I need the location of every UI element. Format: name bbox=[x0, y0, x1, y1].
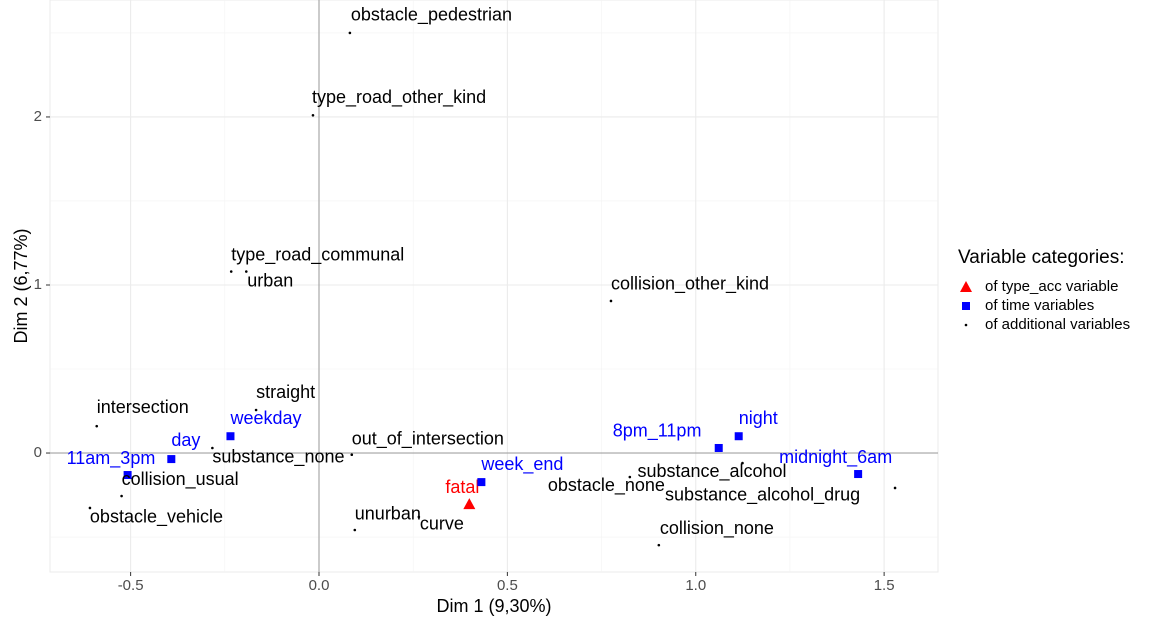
legend-item: of additional variables bbox=[964, 316, 1130, 333]
point bbox=[477, 478, 486, 487]
point-label: obstacle_none bbox=[548, 475, 665, 496]
point bbox=[353, 528, 357, 532]
x-tick-label: -0.5 bbox=[118, 577, 144, 594]
point-label: day bbox=[171, 430, 200, 450]
point-label: intersection bbox=[97, 397, 189, 417]
x-tick-label: 1.5 bbox=[874, 577, 895, 594]
point-label: collision_other_kind bbox=[611, 274, 769, 295]
point-label: substance_alcohol_drug bbox=[665, 485, 860, 506]
point-label: unurban bbox=[355, 504, 421, 524]
point-label: weekday bbox=[229, 408, 301, 428]
point bbox=[88, 506, 92, 510]
point-label: collision_usual bbox=[122, 469, 239, 490]
point bbox=[95, 424, 99, 428]
point-label: curve bbox=[420, 514, 464, 534]
point bbox=[123, 471, 132, 480]
point-label: fatal bbox=[445, 477, 479, 497]
point bbox=[960, 281, 972, 292]
point-label: substance_alcohol bbox=[637, 461, 786, 482]
point-label: obstacle_pedestrian bbox=[351, 5, 512, 26]
point-label: midnight_6am bbox=[779, 447, 892, 468]
point bbox=[609, 299, 613, 303]
y-axis-label: Dim 2 (6,77%) bbox=[11, 228, 31, 343]
legend-item: of type_acc variable bbox=[960, 278, 1118, 295]
point bbox=[463, 498, 476, 510]
point bbox=[254, 408, 258, 412]
point bbox=[244, 270, 248, 273]
point bbox=[348, 31, 352, 35]
point bbox=[964, 323, 968, 327]
legend-label: of type_acc variable bbox=[985, 278, 1118, 295]
point bbox=[120, 494, 123, 498]
legend-label: of additional variables bbox=[985, 316, 1130, 333]
point-label: week_end bbox=[480, 454, 563, 475]
point bbox=[734, 432, 743, 441]
point bbox=[714, 443, 723, 452]
x-axis-label: Dim 1 (9,30%) bbox=[436, 596, 551, 616]
point bbox=[226, 432, 235, 441]
x-tick-label: 0.0 bbox=[309, 577, 330, 594]
point-label: type_road_other_kind bbox=[312, 87, 486, 108]
point bbox=[893, 486, 897, 490]
point-label: night bbox=[739, 408, 778, 428]
x-tick-label: 0.5 bbox=[497, 577, 518, 594]
legend-label: of time variables bbox=[985, 297, 1094, 314]
y-tick-label: 2 bbox=[34, 108, 42, 125]
point bbox=[350, 453, 354, 457]
point-label: 11am_3pm bbox=[67, 448, 156, 469]
x-tick-label: 1.0 bbox=[685, 577, 706, 594]
point-label: type_road_communal bbox=[231, 244, 404, 265]
legend-item: of time variables bbox=[962, 297, 1094, 314]
point bbox=[962, 302, 970, 310]
point bbox=[657, 543, 661, 547]
point bbox=[417, 515, 421, 519]
point-label: straight bbox=[256, 382, 315, 402]
point bbox=[211, 446, 214, 450]
point bbox=[854, 470, 863, 479]
point bbox=[167, 455, 176, 464]
point-label: 8pm_11pm bbox=[613, 421, 702, 442]
point bbox=[741, 461, 744, 465]
point-label: obstacle_vehicle bbox=[90, 507, 223, 528]
point-label: substance_none bbox=[212, 447, 344, 468]
point-label: out_of_intersection bbox=[352, 428, 504, 449]
point-label: urban bbox=[247, 270, 293, 290]
legend-title: Variable categories: bbox=[958, 247, 1125, 268]
point-label: collision_none bbox=[660, 518, 774, 539]
point bbox=[229, 270, 233, 273]
point bbox=[628, 475, 632, 479]
point bbox=[311, 113, 315, 117]
y-tick-label: 1 bbox=[34, 276, 42, 293]
y-tick-label: 0 bbox=[34, 444, 42, 461]
